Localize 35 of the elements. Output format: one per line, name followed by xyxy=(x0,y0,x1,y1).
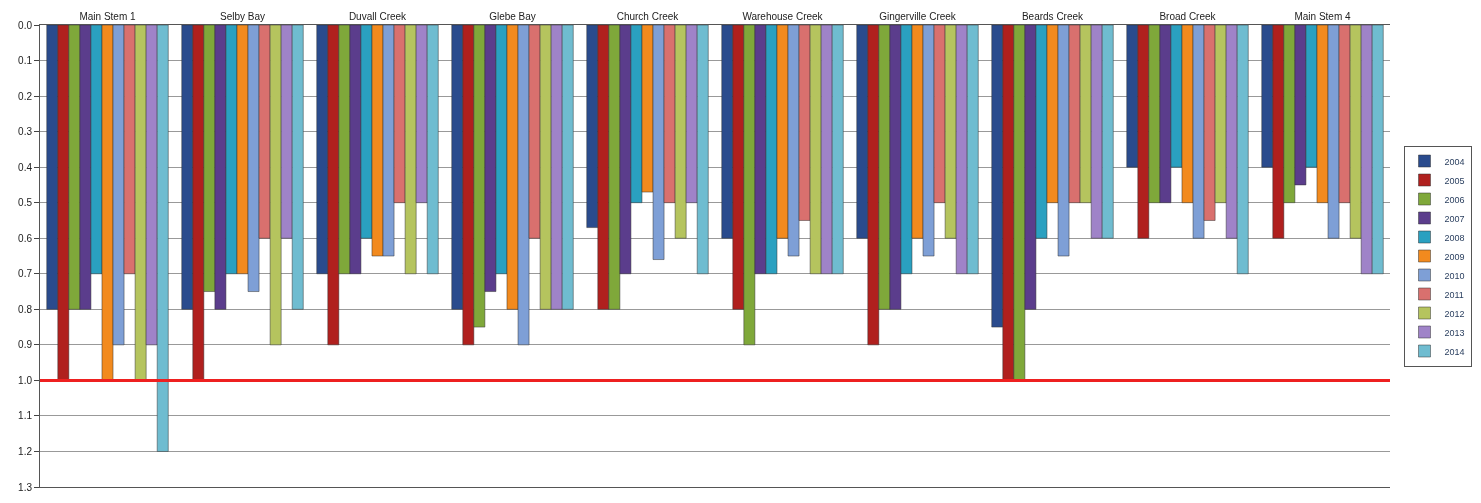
legend-label: 2009 xyxy=(1444,251,1465,262)
x-tick-label: Duvall Creek xyxy=(348,11,408,22)
x-tick-label: Selby Bay xyxy=(219,11,266,22)
x-tick-label: Warehouse Creek xyxy=(742,11,824,22)
legend-label: 2013 xyxy=(1444,327,1465,338)
x-tick-label: Glebe Bay xyxy=(489,11,536,22)
y-tick-label: 0.0 xyxy=(18,19,33,31)
y-tick-label: 1.1 xyxy=(18,410,33,422)
x-tick-label: Gingerville Creek xyxy=(879,11,957,22)
legend-label: 2014 xyxy=(1444,346,1465,357)
y-tick-label: 0.3 xyxy=(18,126,33,138)
legend-label: 2006 xyxy=(1444,194,1465,205)
legend-label: 2005 xyxy=(1444,175,1465,186)
y-tick-label: 0.6 xyxy=(18,232,33,244)
y-tick-label: 0.1 xyxy=(18,55,33,67)
y-tick-label: 1.0 xyxy=(18,374,33,386)
legend-label: 2008 xyxy=(1444,232,1465,243)
legend-label: 2010 xyxy=(1444,270,1465,281)
y-tick-label: 1.2 xyxy=(18,445,33,457)
legend-label: 2012 xyxy=(1444,308,1465,319)
y-tick-label: 0.2 xyxy=(18,90,33,102)
x-tick-label: Main Stem 1 xyxy=(79,11,136,22)
y-tick-label: 0.4 xyxy=(18,161,33,173)
y-tick-label: 0.8 xyxy=(18,303,33,315)
y-tick-label: 0.5 xyxy=(18,197,33,209)
legend-label: 2007 xyxy=(1444,213,1465,224)
y-tick-label: 0.7 xyxy=(18,268,33,280)
x-tick-label: Broad Creek xyxy=(1159,11,1217,22)
y-tick-label: 0.9 xyxy=(18,339,33,351)
legend-label: 2011 xyxy=(1444,289,1464,300)
x-tick-label: Church Creek xyxy=(616,11,680,22)
y-tick-label: 1.3 xyxy=(18,481,33,493)
x-tick-label: Main Stem 4 xyxy=(1294,11,1351,22)
x-tick-label: Beards Creek xyxy=(1021,11,1085,22)
legend-label: 2004 xyxy=(1444,156,1465,167)
